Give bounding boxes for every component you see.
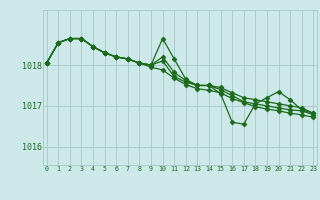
Text: Graphe pression niveau de la mer (hPa): Graphe pression niveau de la mer (hPa)	[46, 181, 274, 191]
